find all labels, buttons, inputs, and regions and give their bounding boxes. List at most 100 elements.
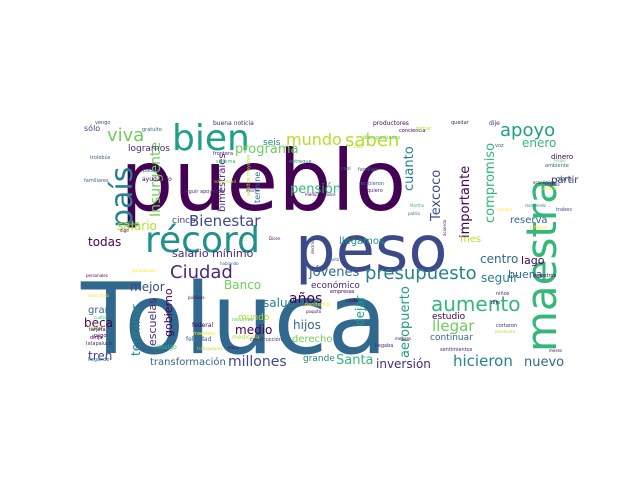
word-familiares: familiares [84, 178, 109, 185]
word-salario: salario [117, 218, 157, 233]
word-llegamos: llegamos [339, 236, 385, 248]
word-descuento: descuento [88, 292, 109, 298]
word-casi: casi [341, 166, 351, 173]
word-digo: digo [120, 227, 129, 233]
word-meses: meses [549, 347, 562, 353]
word-dicen: Dicen [269, 235, 281, 241]
word-llegar: llegar [432, 317, 475, 336]
word-gran: gran [88, 305, 111, 317]
word-quiero: quiero [367, 188, 383, 195]
word-recibiendo: recibiendo [525, 202, 546, 208]
word-compromiso: compromiso [483, 142, 499, 223]
word-bienestar: Bienestar [189, 212, 261, 231]
word-mejores: mejores [395, 335, 412, 341]
word-seis: seis [263, 137, 281, 148]
word-hidalgo: Hidalgo [154, 344, 177, 352]
word-cloud: Toluca pueblo peso maestra récord bien p… [80, 120, 580, 370]
word-anos: años [289, 291, 323, 308]
word-ninos: niños [496, 291, 510, 298]
word-entregue: entregue [289, 159, 312, 166]
word-economico: económico [311, 280, 360, 291]
word-logramos: logramos [128, 143, 170, 154]
word-dirija: dirija [90, 335, 103, 342]
word-mismo: mismo [246, 187, 260, 193]
word-garantizado: garantizado [132, 267, 156, 273]
word-ciudad: Ciudad [170, 261, 233, 283]
word-dije: dije [489, 120, 500, 127]
word-tren: tren [88, 348, 113, 363]
word-trabes: trabes [556, 207, 572, 214]
word-continuar: continuar [430, 332, 473, 343]
word-frontera: frontera [213, 151, 234, 158]
word-sentimientos: sentimientos [440, 347, 473, 354]
word-maestros: maestros [533, 273, 557, 280]
word-cuanto: cuanto [402, 146, 418, 191]
word-correcto: correcto [541, 185, 558, 191]
word-dinero: dinero [551, 152, 574, 161]
word-sistema: sistema [216, 159, 236, 166]
word-transformacion: transformación [150, 357, 226, 369]
word-pandemia: pandemia [305, 302, 330, 309]
word-siempre: siempre [88, 323, 105, 329]
word-ambiente: ambiente [545, 163, 569, 170]
word-poquito: poquito [306, 308, 322, 314]
word-cuanto-2: Cuánto [325, 256, 340, 262]
word-saben: saben [345, 129, 400, 151]
word-todas: todas [88, 234, 122, 249]
word-inversion: inversión [376, 356, 431, 370]
word-decirles: decirles [310, 238, 316, 254]
word-hablando: hablando [220, 260, 239, 266]
word-pension: pensión [290, 181, 342, 197]
word-dijo: dijo [491, 300, 501, 307]
word-personales: personales [86, 272, 108, 278]
word-acuerdo: acuerdo [442, 219, 448, 236]
word-enero: enero [522, 135, 557, 150]
word-publicas: públicas [188, 294, 205, 300]
word-pendiente: pendiente [495, 328, 516, 334]
word-millones: millones [228, 354, 287, 370]
word-apoyo: apoyo [500, 120, 556, 141]
word-aeropuerto: aeropuerto [398, 286, 414, 358]
word-ixtapaluca: Ixtapaluca [86, 341, 113, 348]
word-centro: centro [480, 251, 519, 266]
word-tarjeta: tarjeta [89, 327, 106, 334]
word-economica: económica [533, 179, 555, 185]
word-paises: países [143, 168, 159, 175]
word-productores: productores [373, 120, 409, 127]
word-mejor: mejor [130, 279, 165, 294]
word-mundo-2: mundo [238, 312, 270, 323]
word-mes: mes [460, 234, 482, 246]
word-peso: peso [295, 213, 448, 288]
word-pagar: pagar [91, 325, 103, 331]
word-escuelas: escuelas [145, 298, 159, 346]
word-recibieron: recibieron [359, 181, 384, 188]
word-voz: voz [495, 143, 504, 150]
word-toluca: Toluca [81, 263, 388, 370]
word-banco: Banco [224, 277, 262, 292]
word-envio: envío [228, 344, 239, 350]
word-record: récord [145, 219, 260, 261]
word-santa: Santa [336, 352, 374, 368]
word-importante: importante [458, 165, 474, 238]
word-cuatro: cuatro [94, 314, 107, 320]
word-familias: familias [358, 167, 378, 174]
word-seguir-apoyando: seguir apoyando [183, 189, 225, 196]
word-presupuesto: presupuesto [365, 262, 477, 284]
word-construccion: construcción [250, 337, 282, 344]
word-pamela: Pamela [545, 181, 560, 187]
word-federal: federal [192, 322, 214, 330]
word-mundo: mundo [286, 129, 342, 149]
word-hijos: hijos [293, 317, 321, 332]
word-vengo: vengo [95, 120, 111, 126]
word-hicieron: hicieron [453, 352, 513, 370]
word-grande: grande [303, 353, 335, 364]
word-reserva: reserva [510, 215, 548, 227]
word-recursos: recursos [232, 317, 254, 324]
word-trabajadores: trabajadores [197, 345, 223, 351]
word-terminar: terminar [129, 304, 144, 356]
word-felipe: Felipe [554, 157, 566, 163]
word-salario-minimo: salario mínimo [172, 247, 254, 261]
word-aumento: aumento [431, 292, 521, 317]
word-buena-noticia: buena noticia [213, 120, 254, 127]
word-derecho: derecho [292, 334, 333, 346]
